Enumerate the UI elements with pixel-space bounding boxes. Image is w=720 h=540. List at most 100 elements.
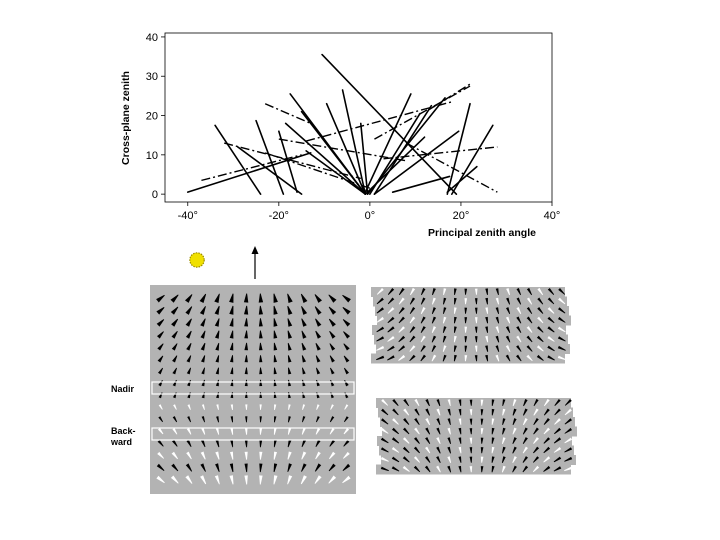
vector-arrow bbox=[186, 343, 192, 351]
vector-arrow bbox=[543, 446, 551, 454]
vector-arrow bbox=[273, 305, 278, 315]
dashed-segment bbox=[305, 101, 453, 142]
vector-arrow bbox=[387, 297, 395, 305]
vector-arrows bbox=[376, 287, 566, 362]
vector-arrow bbox=[436, 408, 441, 416]
vector-arrow bbox=[301, 427, 306, 435]
strip bbox=[376, 464, 571, 475]
y-axis-label: Cross-plane zenith bbox=[120, 71, 132, 165]
vector-arrow bbox=[259, 428, 263, 435]
solid-segment bbox=[373, 130, 460, 195]
vector-arrow bbox=[409, 326, 416, 333]
x-tick-label: -40° bbox=[178, 210, 198, 222]
vector-arrow bbox=[380, 447, 389, 453]
vector-arrow bbox=[314, 306, 322, 315]
vector-arrow bbox=[214, 475, 220, 485]
dashed-segment bbox=[374, 85, 471, 140]
vector-arrow bbox=[526, 297, 533, 305]
vector-arrow bbox=[420, 297, 426, 305]
vector-arrow bbox=[329, 343, 336, 351]
vector-arrow bbox=[157, 451, 164, 459]
strip bbox=[371, 287, 565, 297]
vector-arrow bbox=[458, 446, 462, 454]
vector-arrow bbox=[156, 307, 165, 315]
vector-arrow bbox=[229, 305, 234, 315]
vector-arrow bbox=[502, 446, 506, 454]
vector-arrow bbox=[392, 418, 399, 425]
zenith-line-chart: 0 10 20 30 40 -40° -20° 0° 20° 40° Cross-plane ze… bbox=[120, 32, 560, 239]
vector-arrow bbox=[558, 288, 566, 295]
vector-arrow bbox=[273, 475, 278, 485]
vector-arrow bbox=[413, 465, 421, 473]
vector-arrow bbox=[458, 418, 462, 425]
vector-arrow bbox=[287, 451, 292, 460]
vector-arrow bbox=[547, 326, 555, 333]
y-tick-label: 30 bbox=[146, 71, 158, 83]
vector-arrow bbox=[505, 316, 511, 324]
vector-arrow bbox=[533, 437, 539, 444]
vector-arrow bbox=[398, 316, 405, 324]
vector-arrow bbox=[491, 437, 495, 444]
vector-arrow bbox=[522, 437, 528, 444]
vector-arrow bbox=[431, 307, 436, 315]
vector-arrow bbox=[342, 307, 351, 315]
strip bbox=[377, 436, 572, 446]
vector-arrow bbox=[315, 427, 321, 435]
vector-arrow bbox=[495, 307, 499, 314]
vector-arrow bbox=[512, 456, 517, 463]
vector-arrow bbox=[480, 466, 484, 473]
vector-arrow bbox=[532, 465, 540, 473]
vector-arrow bbox=[409, 316, 416, 324]
solid-segment bbox=[278, 130, 298, 193]
vector-arrow bbox=[328, 294, 337, 303]
vector-arrow bbox=[469, 428, 473, 435]
vector-arrow bbox=[302, 416, 306, 423]
vector-arrow bbox=[436, 418, 441, 426]
vector-arrow bbox=[185, 306, 193, 315]
axis-ticks: 0 10 20 30 40 -40° -20° 0° 20° 40° bbox=[146, 32, 561, 222]
vector-arrow bbox=[259, 367, 263, 375]
vector-arrow bbox=[480, 428, 484, 435]
vector-arrow bbox=[491, 399, 495, 406]
vector-arrow bbox=[469, 437, 473, 444]
vector-arrow bbox=[170, 294, 179, 303]
strip bbox=[379, 445, 574, 456]
vector-arrow bbox=[300, 293, 308, 303]
vector-arrow bbox=[495, 326, 500, 333]
vector-arrow bbox=[302, 404, 306, 410]
vector-arrow bbox=[443, 307, 447, 314]
vector-arrow bbox=[230, 379, 234, 387]
vector-arrow bbox=[533, 418, 539, 425]
vector-arrow bbox=[244, 305, 249, 315]
vector-arrow bbox=[230, 355, 234, 363]
vector-arrow bbox=[516, 354, 522, 362]
vector-arrow bbox=[229, 342, 234, 351]
vector-arrow bbox=[436, 399, 441, 407]
vector-arrow bbox=[343, 331, 350, 339]
vector-arrow bbox=[420, 345, 426, 352]
vector-arrow bbox=[502, 418, 506, 425]
vector-arrow bbox=[215, 463, 220, 472]
vector-arrow bbox=[329, 451, 336, 460]
vector-arrow bbox=[402, 437, 410, 444]
vector-arrow bbox=[273, 330, 278, 339]
vector-arrow bbox=[495, 288, 499, 295]
vector-arrow bbox=[458, 456, 462, 463]
vector-arrow bbox=[469, 447, 473, 454]
vector-arrow bbox=[554, 427, 561, 435]
vector-arrow bbox=[458, 427, 462, 435]
vector-arrow bbox=[464, 317, 468, 324]
vector-arrow bbox=[214, 305, 220, 315]
vector-arrow bbox=[564, 437, 573, 444]
vector-arrow bbox=[273, 451, 277, 460]
vector-arrow bbox=[464, 326, 468, 333]
vector-arrow bbox=[522, 465, 529, 473]
vector-arrow bbox=[398, 307, 405, 314]
vector-arrow bbox=[553, 447, 562, 453]
vector-arrow bbox=[447, 465, 452, 473]
vector-arrow bbox=[274, 416, 277, 423]
vector-arrow bbox=[392, 399, 399, 406]
vector-arrow bbox=[458, 437, 462, 444]
vector-arrow bbox=[491, 465, 495, 473]
vector-arrow bbox=[171, 451, 178, 460]
